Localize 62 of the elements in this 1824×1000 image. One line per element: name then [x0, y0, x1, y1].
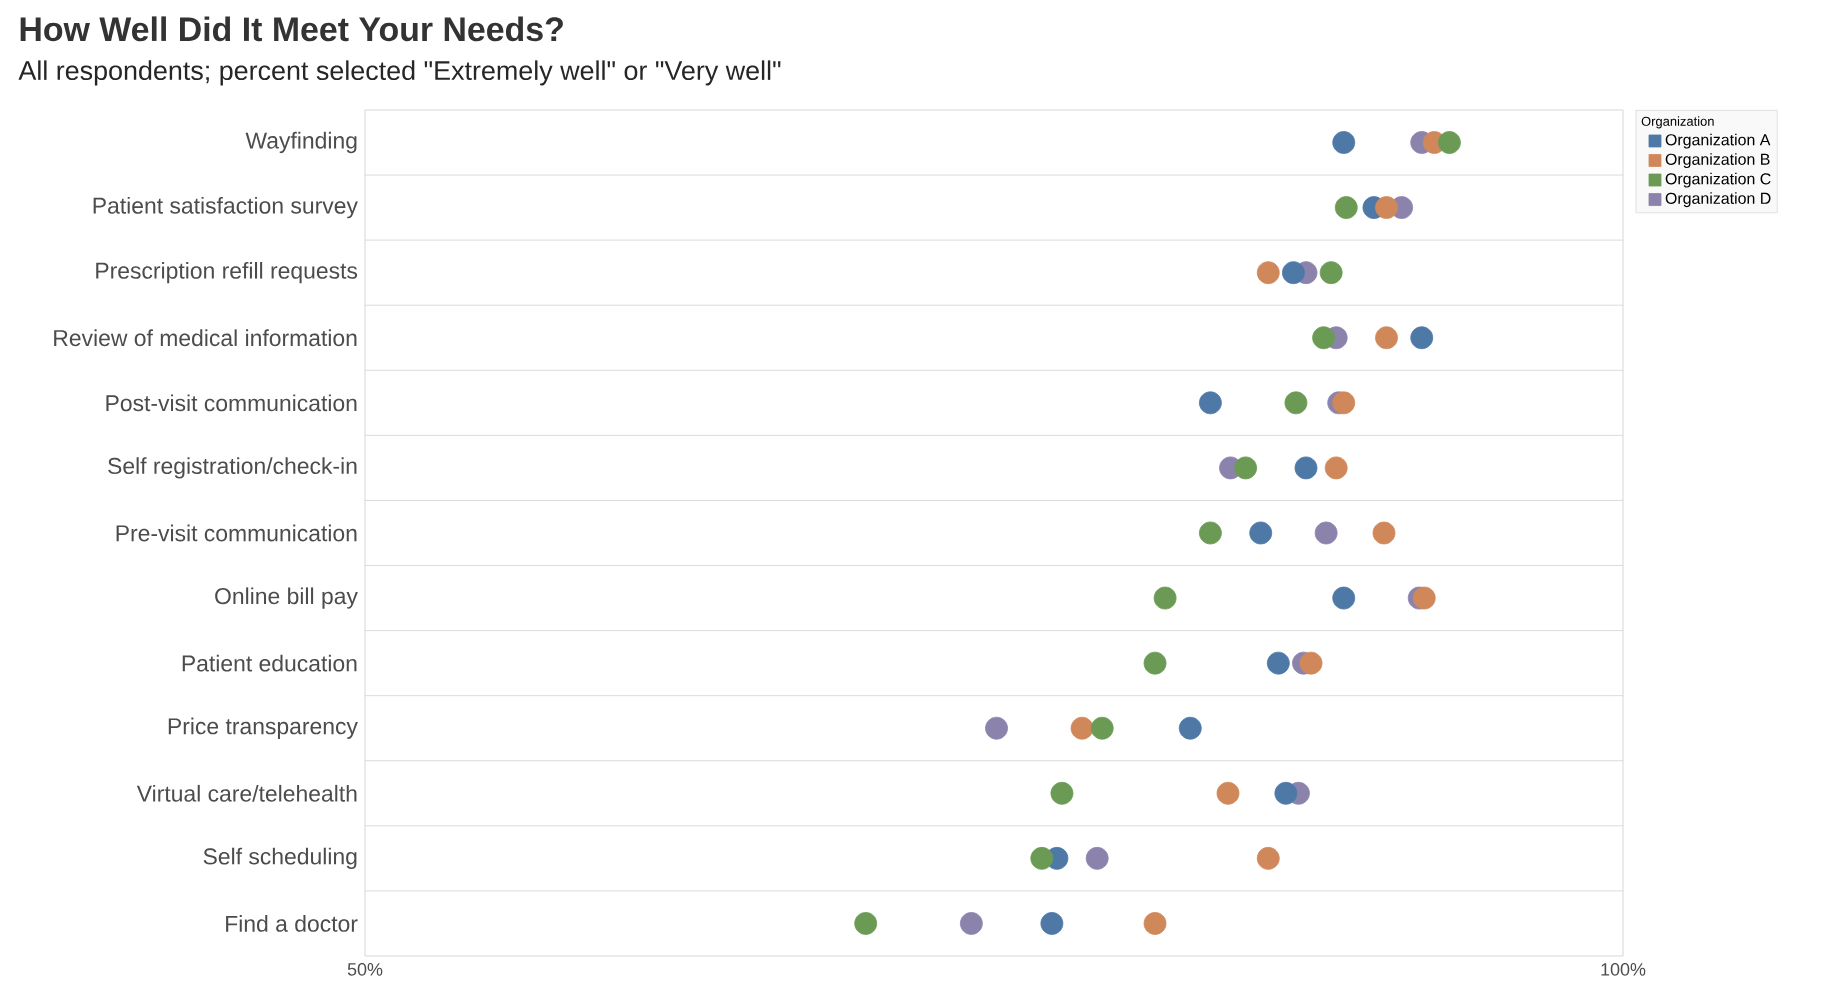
chart-title: How Well Did It Meet Your Needs?	[20, 16, 563, 42]
y-tick-label: Wayfinding	[245, 131, 357, 154]
point	[1070, 716, 1094, 740]
point	[1216, 781, 1240, 805]
y-tick-label: Self registration/check-in	[108, 457, 357, 479]
point	[1312, 326, 1336, 350]
x-tick-label: 100%	[1601, 963, 1646, 976]
y-tick-label: Patient education	[182, 654, 357, 672]
point	[1375, 326, 1398, 350]
point	[1256, 846, 1280, 870]
point	[1256, 261, 1280, 285]
point	[1198, 391, 1222, 415]
point	[1143, 651, 1167, 675]
legend-label: Organization A	[1665, 133, 1771, 149]
point	[1438, 131, 1461, 154]
legend-title: Organization	[1641, 116, 1714, 129]
chart-subtitle: All respondents; percent selected "Extremely well" or "Very well"	[18, 60, 781, 86]
point	[959, 912, 983, 935]
point	[1334, 196, 1358, 219]
point	[1324, 456, 1348, 480]
point	[1319, 261, 1343, 285]
point	[1372, 521, 1396, 545]
legend-label: Organization D	[1665, 192, 1771, 208]
point	[1284, 391, 1308, 415]
legend-label: Organization B	[1665, 153, 1770, 169]
point	[1178, 716, 1202, 740]
point	[1234, 456, 1258, 480]
y-tick-label: Virtual care/telehealth	[136, 784, 357, 802]
point	[1314, 521, 1338, 545]
y-tick-label: Patient satisfaction survey	[93, 196, 358, 219]
point	[1085, 846, 1109, 870]
y-tick-label: Review of medical information	[54, 329, 357, 347]
point	[1143, 912, 1167, 935]
point	[1299, 651, 1323, 675]
point	[1198, 521, 1222, 545]
point	[1090, 716, 1114, 740]
point	[1274, 781, 1298, 805]
point	[1294, 456, 1318, 480]
point	[854, 912, 878, 935]
point	[1332, 586, 1356, 610]
point	[1410, 326, 1434, 350]
y-tick-label: Pre-visit communication	[116, 524, 357, 542]
point	[1050, 781, 1074, 805]
point	[1412, 586, 1436, 610]
point	[1332, 391, 1356, 415]
legend-label: Organization C	[1665, 172, 1771, 188]
point	[1153, 586, 1177, 610]
point	[1266, 651, 1290, 675]
y-tick-label: Self scheduling	[203, 847, 357, 870]
y-tick-label: Online bill pay	[215, 587, 358, 609]
point	[1249, 521, 1273, 545]
y-tick-label: Find a doctor	[226, 915, 358, 932]
point	[1332, 131, 1356, 154]
point	[1375, 196, 1398, 219]
x-tick-label: 50%	[347, 963, 383, 976]
y-tick-label: Prescription refill requests	[96, 262, 358, 284]
point	[1040, 912, 1064, 935]
y-tick-label: Post-visit communication	[106, 394, 357, 412]
y-tick-label: Price transparency	[168, 717, 358, 739]
point	[1282, 261, 1305, 285]
point	[985, 716, 1008, 740]
point	[1030, 846, 1054, 870]
